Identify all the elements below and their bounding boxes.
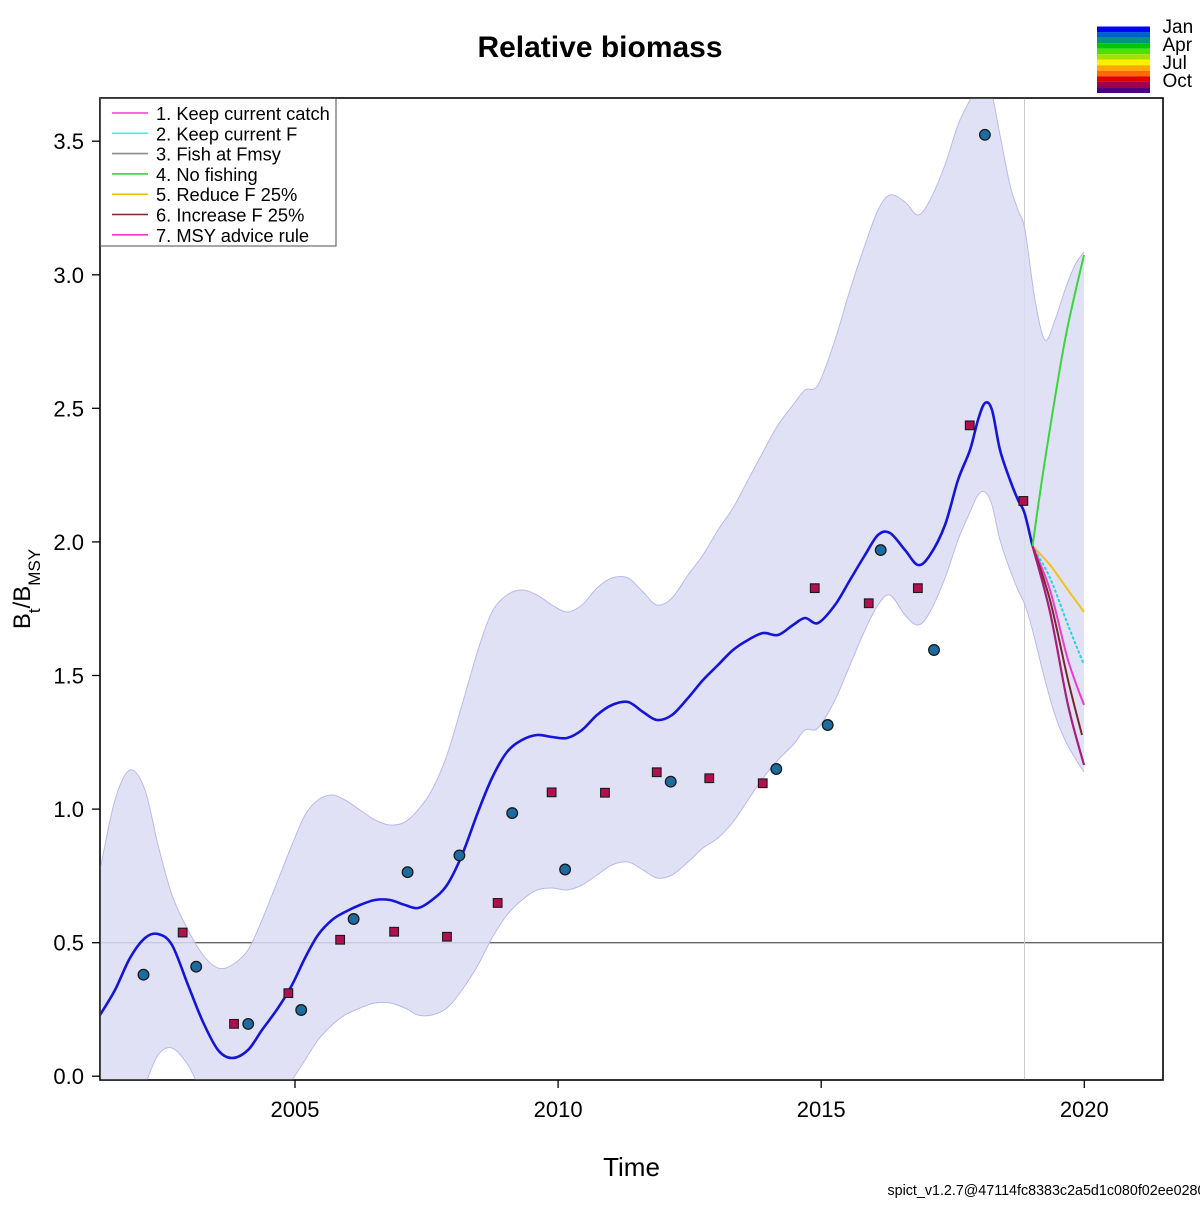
svg-text:1. Keep current catch: 1. Keep current catch <box>156 103 330 124</box>
svg-text:Oct: Oct <box>1163 71 1193 92</box>
svg-text:6. Increase F 25%: 6. Increase F 25% <box>156 205 304 226</box>
svg-text:7. MSY advice rule: 7. MSY advice rule <box>156 225 309 246</box>
svg-text:2.5: 2.5 <box>53 396 84 421</box>
svg-text:Time: Time <box>603 1152 660 1182</box>
svg-text:1.0: 1.0 <box>53 797 84 822</box>
svg-text:spict_v1.2.7@47114fc8383c2a5d1: spict_v1.2.7@47114fc8383c2a5d1c080f02ee0… <box>888 1183 1200 1199</box>
svg-text:3.0: 3.0 <box>53 263 84 288</box>
svg-text:2010: 2010 <box>534 1097 583 1122</box>
svg-text:2005: 2005 <box>271 1097 320 1122</box>
svg-text:2020: 2020 <box>1060 1097 1109 1122</box>
svg-text:5. Reduce F 25%: 5. Reduce F 25% <box>156 184 297 205</box>
svg-text:3. Fish at Fmsy: 3. Fish at Fmsy <box>156 144 282 165</box>
svg-text:0.5: 0.5 <box>53 931 84 956</box>
svg-text:1.5: 1.5 <box>53 664 84 689</box>
svg-text:3.5: 3.5 <box>53 129 84 154</box>
svg-text:0.0: 0.0 <box>53 1064 84 1089</box>
svg-text:Relative biomass: Relative biomass <box>477 31 722 64</box>
svg-text:2015: 2015 <box>797 1097 846 1122</box>
svg-text:2.0: 2.0 <box>53 530 84 555</box>
svg-text:2. Keep current F: 2. Keep current F <box>156 123 297 144</box>
svg-text:4. No fishing: 4. No fishing <box>156 164 258 185</box>
